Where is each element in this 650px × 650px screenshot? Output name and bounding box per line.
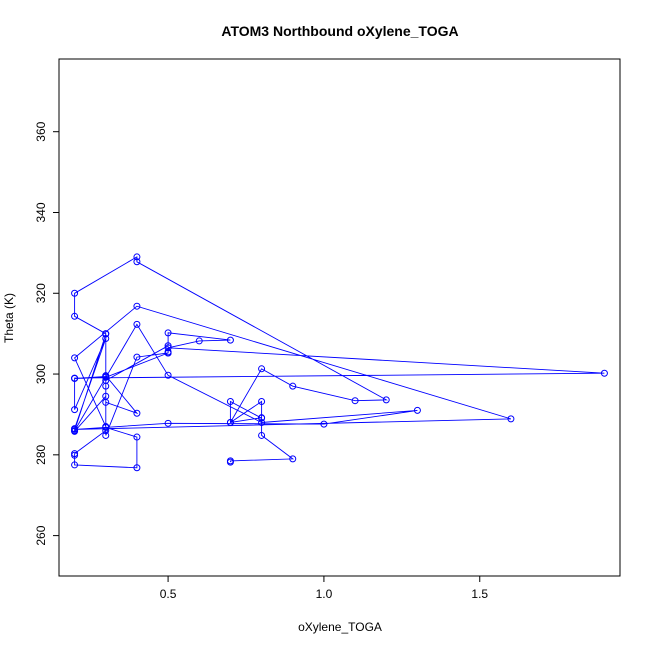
data-point [71, 354, 79, 362]
x-axis: 0.5 1.0 1.5 [160, 576, 488, 601]
series-group [71, 253, 608, 472]
y-tick-label: 280 [34, 444, 48, 464]
data-point [164, 419, 172, 427]
data-point [133, 320, 141, 328]
y-tick-label: 300 [34, 364, 48, 384]
y-tick-label: 320 [34, 283, 48, 303]
data-point [71, 289, 79, 297]
data-point [71, 406, 79, 414]
data-point [71, 427, 79, 435]
data-point [413, 406, 421, 414]
data-point [164, 371, 172, 379]
x-axis-label: oXylene_TOGA [298, 620, 382, 634]
x-tick-label: 1.0 [316, 587, 333, 601]
data-point [133, 353, 141, 361]
data-point [289, 455, 297, 463]
data-point [164, 349, 172, 357]
data-point [102, 372, 110, 380]
data-point [226, 457, 234, 465]
data-point [258, 419, 266, 427]
data-point [133, 253, 141, 261]
data-point [102, 382, 110, 390]
data-point [133, 409, 141, 417]
data-point [164, 329, 172, 337]
data-point [320, 420, 328, 428]
data-point [71, 450, 79, 458]
data-point [600, 369, 608, 377]
data-point [133, 464, 141, 472]
data-point [382, 396, 390, 404]
data-point [133, 433, 141, 441]
data-point [71, 461, 79, 469]
data-point [102, 335, 110, 343]
data-point [195, 337, 203, 345]
data-point [226, 336, 234, 344]
data-point [102, 423, 110, 431]
data-point [258, 365, 266, 373]
y-tick-label: 340 [34, 202, 48, 222]
y-axis: 260 280 300 320 340 360 [34, 121, 59, 546]
data-point [133, 258, 141, 266]
x-tick-label: 1.5 [471, 587, 488, 601]
data-point [507, 415, 515, 423]
data-point [258, 398, 266, 406]
data-point [289, 382, 297, 390]
series-line [74, 256, 605, 469]
y-tick-label: 260 [34, 525, 48, 545]
plot-area-frame [58, 58, 621, 577]
data-point [226, 398, 234, 406]
data-point [71, 374, 79, 382]
chart-title: ATOM3 Northbound oXylene_TOGA [221, 23, 458, 39]
data-point [102, 427, 110, 435]
data-point [133, 302, 141, 310]
y-axis-label: Theta (K) [2, 293, 16, 343]
data-point [164, 344, 172, 352]
y-tick-label: 360 [34, 121, 48, 141]
data-point [102, 392, 110, 400]
x-tick-label: 0.5 [160, 587, 177, 601]
data-point [258, 431, 266, 439]
data-point [226, 419, 234, 427]
data-point [351, 397, 359, 405]
data-point [102, 431, 110, 439]
data-point [71, 312, 79, 320]
data-point [102, 330, 110, 338]
data-point [258, 414, 266, 422]
